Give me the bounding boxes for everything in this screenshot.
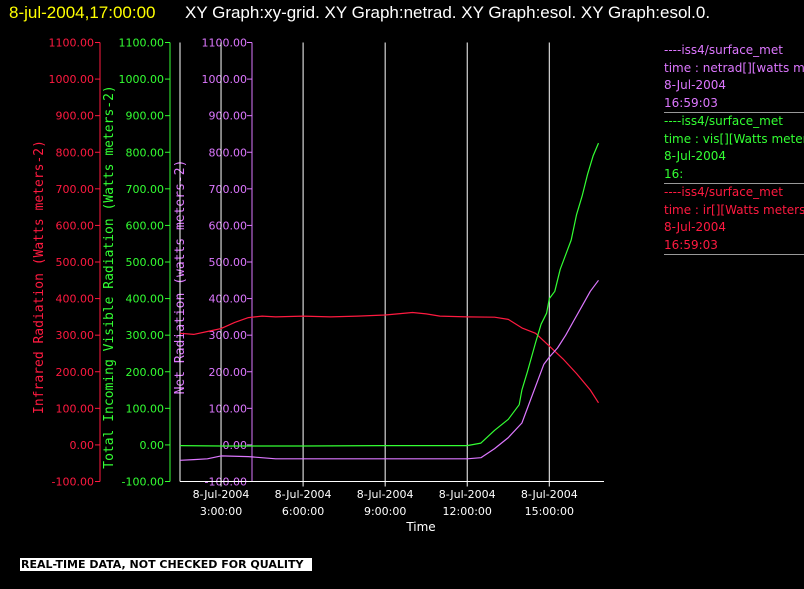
y-axis-tick-label: 200.00 [126, 366, 165, 379]
legend-entry-time: 16:59:03 [664, 95, 718, 110]
x-axis-tick-time: 15:00:00 [525, 505, 574, 518]
legend-divider [664, 254, 804, 255]
legend-entry-date: 8-Jul-2004 [664, 220, 726, 234]
x-axis-tick-time: 3:00:00 [200, 505, 242, 518]
y-axis-tick-label: 900.00 [209, 110, 248, 123]
legend-entry-time: 16: [664, 166, 684, 181]
y-axis-tick-label: 1000.00 [49, 73, 95, 86]
x-axis-tick-date: 8-Jul-2004 [439, 488, 496, 501]
x-axis-tick-date: 8-Jul-2004 [193, 488, 250, 501]
grid-layer [220, 42, 550, 482]
y-axis-tick-label: 700.00 [56, 183, 95, 196]
y-axis-tick-label: 600.00 [126, 219, 165, 232]
axes-layer: 1100.00 1000.00 900.00 800.00 700.00 600.00 50… [32, 37, 604, 518]
series-line-net [179, 279, 599, 461]
y-axis-tick-label: -100.00 [52, 476, 94, 489]
y-axis-tick-label: 500.00 [126, 256, 165, 269]
x-axis-tick-date: 8-Jul-2004 [521, 488, 578, 501]
legend-entry-time: 16:59:03 [664, 237, 718, 252]
y-axis-tick-label: 200.00 [209, 366, 248, 379]
legend-entry-date: 8-Jul-2004 [664, 78, 726, 92]
legend-entry-source: ----iss4/surface_met [664, 43, 783, 57]
title-date: 8-jul-2004,17:00:00 [9, 3, 156, 22]
y-axis-tick-label: 1100.00 [49, 37, 95, 50]
y-axis-tick-label: 800.00 [126, 146, 165, 159]
y-axis-tick-label: 900.00 [56, 110, 95, 123]
legend-entry-var: time : ir[][Watts meters-2] [664, 202, 804, 217]
y-axis-tick-label: 900.00 [126, 110, 165, 123]
series-line-vis [179, 142, 600, 447]
y-axis-tick-label: 0.00 [140, 439, 165, 452]
y-axis-tick-label: 500.00 [209, 256, 248, 269]
y-axis-tick-label: 400.00 [56, 293, 95, 306]
y-axis-tick-label: 400.00 [209, 293, 248, 306]
y-axis-tick-label: -100.00 [122, 476, 164, 489]
x-axis-tick-time: 6:00:00 [282, 505, 324, 518]
legend-divider [664, 183, 804, 184]
y-axis-tick-label: 700.00 [126, 183, 165, 196]
title-graphs: XY Graph:xy-grid. XY Graph:netrad. XY Gr… [185, 3, 710, 22]
legend-entry-source: ----iss4/surface_met [664, 185, 783, 199]
y-axis-tick-label: 100.00 [126, 402, 165, 415]
y-axis-tick-label: 1100.00 [119, 37, 165, 50]
y-axis-tick-label: 600.00 [209, 219, 248, 232]
x-axis-label: Time [405, 520, 435, 534]
y-axis-tick-label: 100.00 [56, 402, 95, 415]
y-axis-tick-label: 1000.00 [202, 73, 248, 86]
y-axis-tick-label: 500.00 [56, 256, 95, 269]
quality-notice: REAL-TIME DATA, NOT CHECKED FOR QUALITY [20, 558, 312, 571]
legend-entry-var: time : netrad[][watts meters-2] [664, 60, 804, 75]
series-layer [179, 142, 600, 461]
y-axis-tick-label: 200.00 [56, 366, 95, 379]
x-axis-tick-time: 12:00:00 [443, 505, 492, 518]
y-axis-tick-label: 400.00 [126, 293, 165, 306]
y-axis-tick-label: 700.00 [209, 183, 248, 196]
x-axis-tick-date: 8-Jul-2004 [357, 488, 414, 501]
legend-entry-var: time : vis[][Watts meters-2] [664, 131, 804, 146]
y-axis-tick-label: 800.00 [209, 146, 248, 159]
y-axis-title-1: Infrared Radiation (Watts meters-2) [32, 140, 47, 414]
x-axis-tick-time: 9:00:00 [364, 505, 406, 518]
y-axis-tick-label: 100.00 [209, 402, 248, 415]
y-axis-tick-label: 300.00 [56, 329, 95, 342]
legend-divider [664, 112, 804, 113]
y-axis-tick-label: 0.00 [70, 439, 95, 452]
series-line-ir [179, 311, 600, 404]
y-axis-tick-label: 1000.00 [119, 73, 165, 86]
y-axis-tick-label: 300.00 [126, 329, 165, 342]
x-axis-tick-date: 8-Jul-2004 [275, 488, 332, 501]
legend-entry-date: 8-Jul-2004 [664, 149, 726, 163]
y-axis-title-2: Total Incoming Visible Radiation (Watts … [102, 85, 117, 469]
y-axis-tick-label: 300.00 [209, 329, 248, 342]
y-axis-tick-label: 1100.00 [202, 37, 248, 50]
y-axis-tick-label: 600.00 [56, 219, 95, 232]
y-axis-tick-label: 800.00 [56, 146, 95, 159]
legend-entry-source: ----iss4/surface_met [664, 114, 783, 128]
